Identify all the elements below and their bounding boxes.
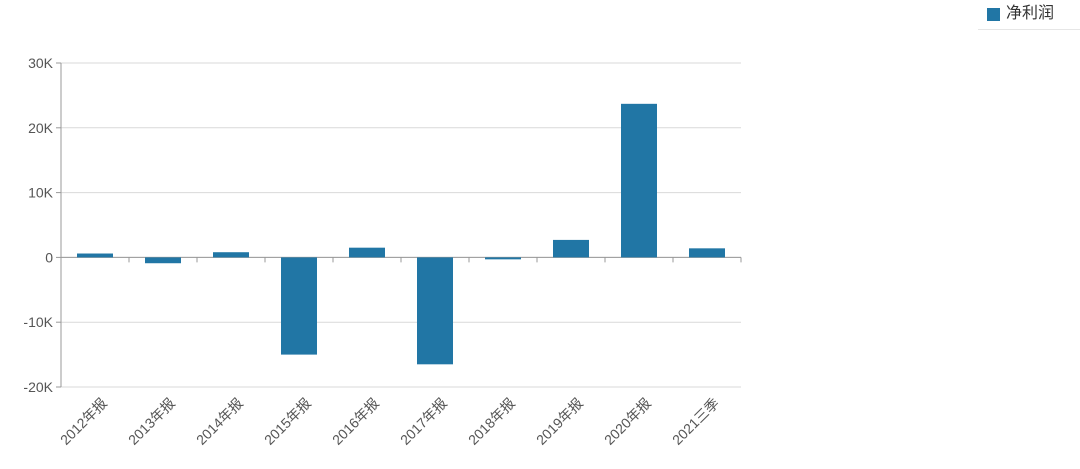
x-tick-label: 2012年报 — [57, 395, 110, 448]
bar — [689, 248, 725, 258]
y-tick-label: 30K — [28, 55, 54, 71]
x-tick-label: 2019年报 — [533, 395, 586, 448]
bar — [485, 257, 521, 260]
bar — [281, 257, 317, 355]
bar — [145, 257, 181, 264]
y-tick-label: -20K — [23, 379, 53, 395]
x-tick-label: 2013年报 — [125, 395, 178, 448]
y-tick-label: 20K — [28, 120, 54, 136]
y-tick-label: 0 — [45, 249, 53, 265]
legend[interactable]: 净利润 — [978, 0, 1080, 30]
bar — [621, 103, 657, 258]
bar — [553, 239, 589, 258]
x-tick-label: 2016年报 — [329, 395, 382, 448]
x-tick-label: 2017年报 — [397, 395, 450, 448]
x-tick-label: 2014年报 — [193, 395, 246, 448]
x-tick-label: 2020年报 — [601, 395, 654, 448]
bar — [349, 247, 385, 258]
legend-label: 净利润 — [1006, 5, 1055, 22]
y-tick-label: 10K — [28, 185, 54, 201]
x-tick-label: 2018年报 — [465, 395, 518, 448]
y-tick-label: -10K — [23, 314, 53, 330]
bar — [417, 257, 453, 365]
legend-swatch — [987, 8, 1000, 21]
x-tick-label: 2015年报 — [261, 395, 314, 448]
bar — [77, 253, 113, 258]
bar — [213, 252, 249, 258]
x-tick-label: 2021三季 — [669, 395, 722, 448]
